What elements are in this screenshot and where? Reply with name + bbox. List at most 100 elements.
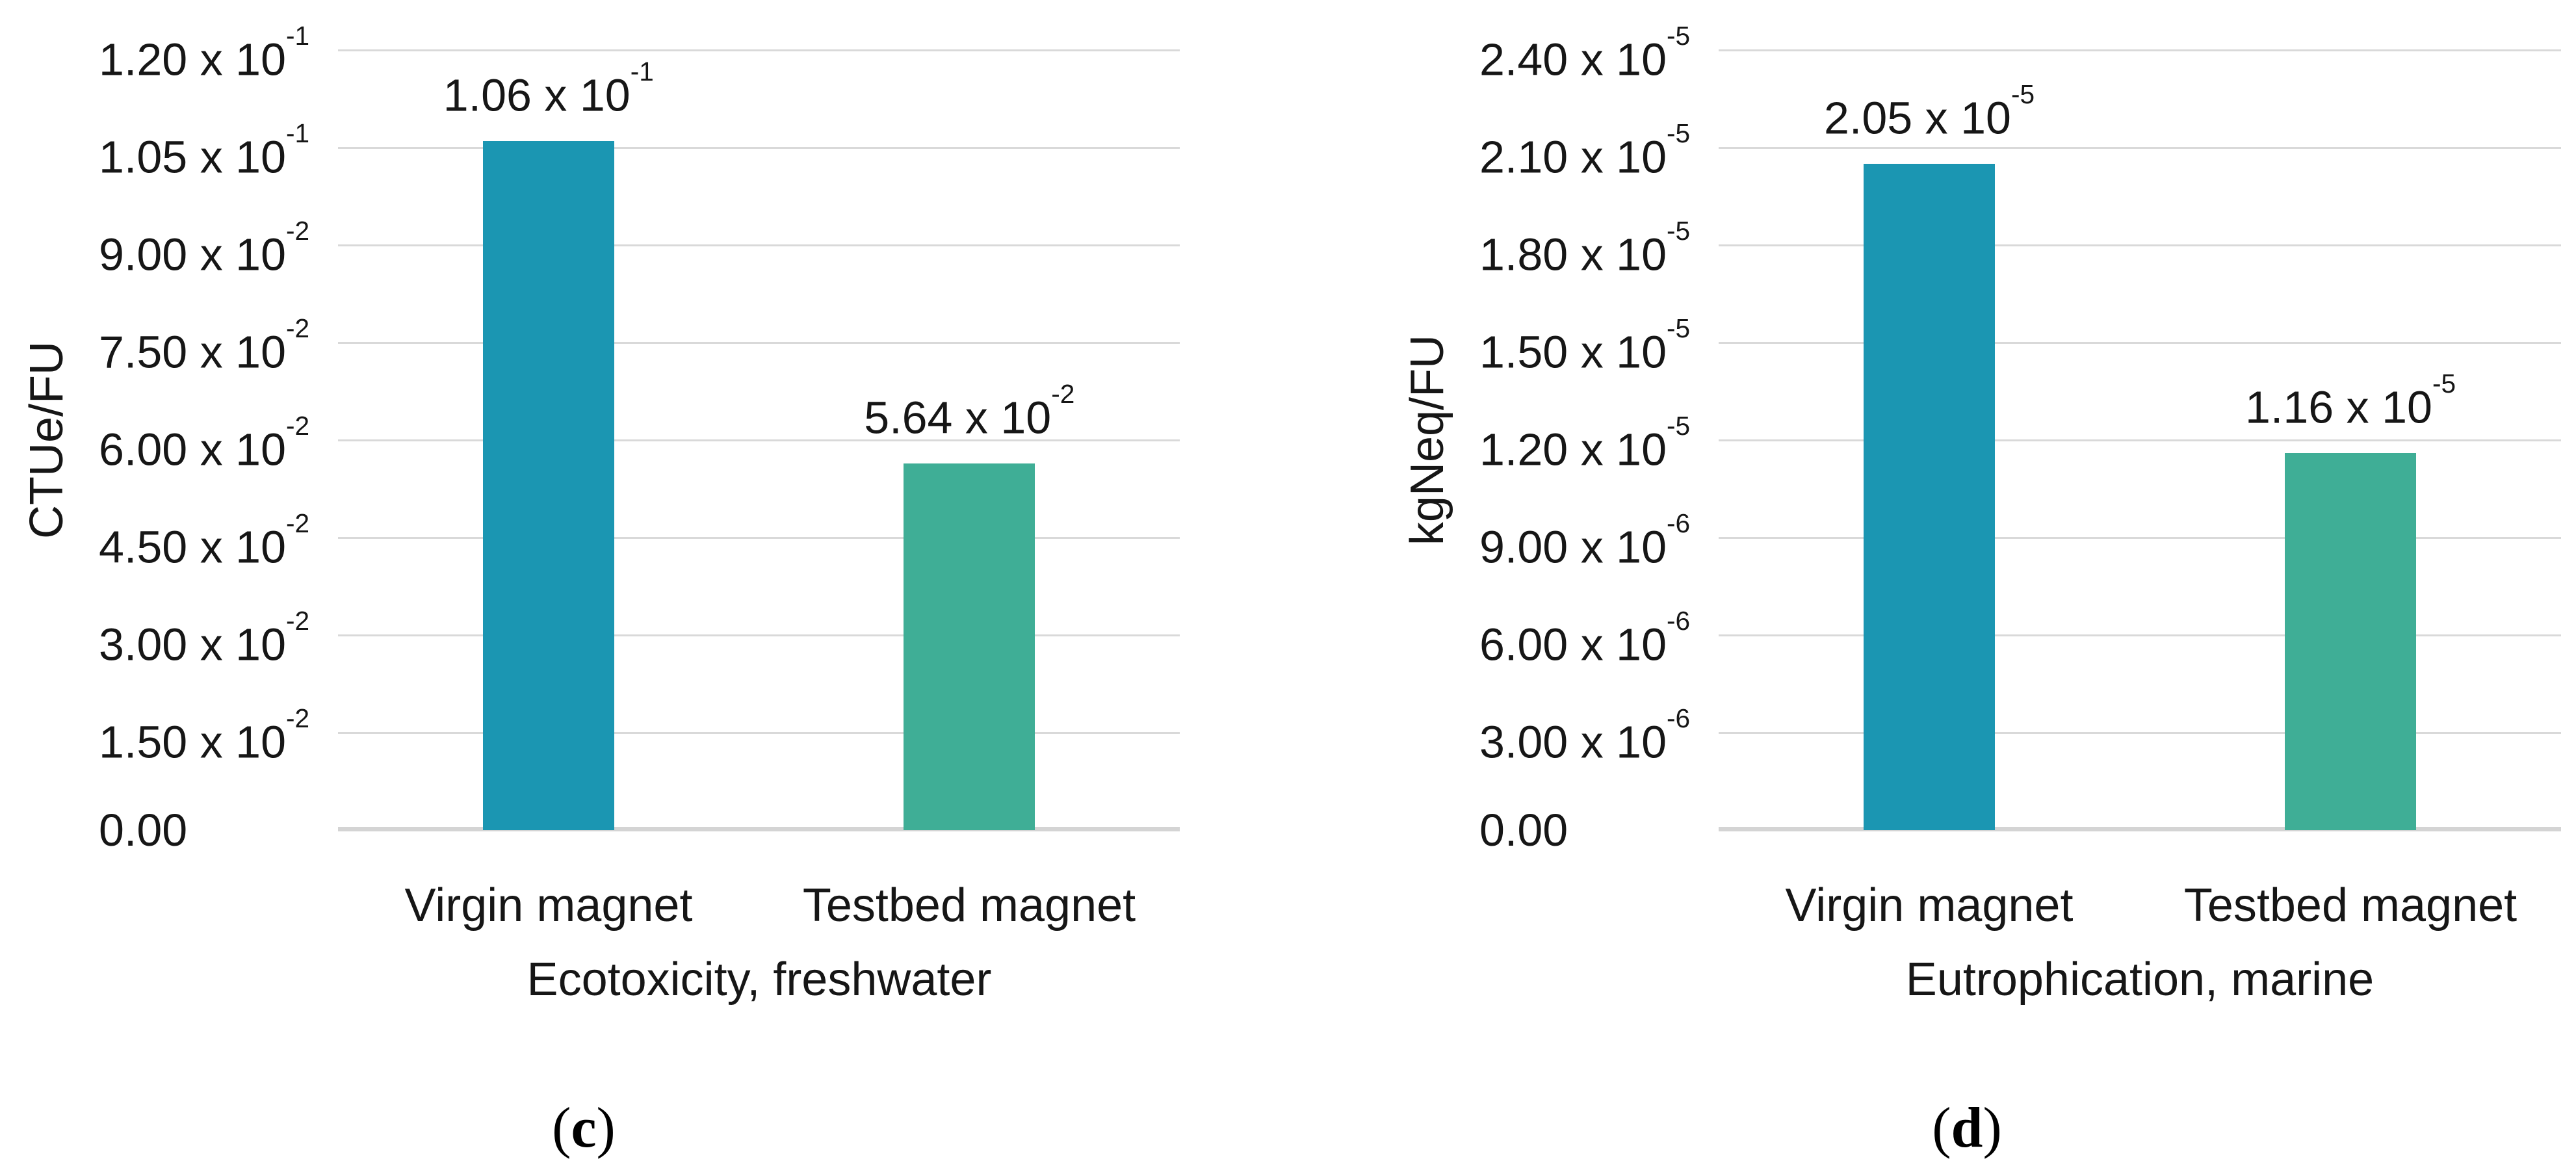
sci-notation-base: 6.00 x 10 bbox=[1479, 619, 1667, 670]
y-tick-label: 0.00 bbox=[99, 804, 333, 856]
y-axis-title: kgNeq/FU bbox=[1401, 334, 1453, 546]
bar-value-label: 1.16 x 10-5 bbox=[2155, 368, 2545, 433]
sci-notation-base: 1.16 x 10 bbox=[2244, 382, 2432, 433]
gridline bbox=[338, 731, 1180, 734]
sci-notation-exponent: -5 bbox=[2432, 368, 2456, 398]
gridline bbox=[1719, 731, 2561, 734]
x-axis-title: Eutrophication, marine bbox=[1905, 954, 2374, 1006]
y-tick-label: 7.50 x 10-2 bbox=[99, 313, 333, 378]
sci-notation-base: 9.00 x 10 bbox=[99, 229, 286, 280]
sci-notation-exponent: -2 bbox=[286, 508, 310, 538]
y-tick-label: 3.00 x 10-6 bbox=[1479, 703, 1713, 768]
caption-paren: ( bbox=[552, 1097, 571, 1160]
sci-notation-base: 1.80 x 10 bbox=[1479, 229, 1667, 280]
x-category-label: Testbed magnet bbox=[802, 879, 1136, 931]
sci-notation-base: 1.05 x 10 bbox=[99, 131, 286, 183]
y-tick-label: 1.50 x 10-2 bbox=[99, 703, 333, 768]
bar-value-label: 5.64 x 10-2 bbox=[774, 378, 1164, 443]
bar-testbed-magnet bbox=[904, 463, 1035, 830]
gridline bbox=[338, 341, 1180, 344]
x-category-label: Virgin magnet bbox=[404, 879, 693, 931]
sci-notation-exponent: -5 bbox=[1667, 410, 1691, 441]
x-category-label: Testbed magnet bbox=[2183, 879, 2517, 931]
gridline bbox=[1719, 439, 2561, 441]
bar-value-label: 1.06 x 10-1 bbox=[354, 56, 744, 121]
y-tick-label: 6.00 x 10-6 bbox=[1479, 605, 1713, 670]
plot-area: 1.20 x 10-1 1.05 x 10-1 9.00 x 10-2 7.50 x … bbox=[99, 21, 1180, 855]
sci-notation-base: 1.20 x 10 bbox=[1479, 424, 1667, 475]
caption-paren: ) bbox=[1983, 1097, 2002, 1160]
sci-notation-exponent: -2 bbox=[286, 410, 310, 441]
sci-notation-base: 0.00 bbox=[1479, 805, 1568, 855]
gridline bbox=[338, 146, 1180, 149]
gridline bbox=[1719, 244, 2561, 246]
sci-notation-exponent: -1 bbox=[630, 56, 654, 86]
sci-notation-exponent: -2 bbox=[286, 605, 310, 636]
sci-notation-exponent: -5 bbox=[1667, 215, 1691, 246]
y-tick-label: 0.00 bbox=[1479, 804, 1713, 856]
gridline bbox=[1719, 536, 2561, 539]
plot-area: 2.40 x 10-5 2.10 x 10-5 1.80 x 10-5 1.50 x … bbox=[1479, 21, 2561, 855]
sci-notation-exponent: -5 bbox=[1667, 118, 1691, 148]
sci-notation-base: 1.50 x 10 bbox=[1479, 326, 1667, 378]
sci-notation-base: 9.00 x 10 bbox=[1479, 521, 1667, 573]
y-tick-label: 1.20 x 10-5 bbox=[1479, 410, 1713, 475]
y-tick-label: 1.20 x 10-1 bbox=[99, 21, 333, 85]
sci-notation-exponent: -6 bbox=[1667, 605, 1691, 636]
sci-notation-base: 1.20 x 10 bbox=[99, 34, 286, 85]
sci-notation-base: 3.00 x 10 bbox=[99, 619, 286, 670]
y-tick-label: 2.10 x 10-5 bbox=[1479, 118, 1713, 183]
y-tick-label: 9.00 x 10-2 bbox=[99, 215, 333, 280]
y-axis-title: CTUe/FU bbox=[21, 341, 73, 539]
sci-notation-exponent: -6 bbox=[1667, 703, 1691, 733]
y-tick-label: 3.00 x 10-2 bbox=[99, 605, 333, 670]
sci-notation-base: 5.64 x 10 bbox=[864, 392, 1052, 443]
gridline bbox=[1719, 341, 2561, 344]
caption-letter: c bbox=[571, 1097, 597, 1160]
gridline bbox=[338, 634, 1180, 636]
sci-notation-exponent: -2 bbox=[286, 313, 310, 343]
gridline bbox=[1719, 49, 2561, 51]
sci-notation-base: 7.50 x 10 bbox=[99, 326, 286, 378]
gridline bbox=[338, 439, 1180, 441]
sci-notation-base: 1.06 x 10 bbox=[443, 70, 631, 121]
panel-caption: (d) bbox=[1772, 1096, 2162, 1161]
y-tick-label: 1.80 x 10-5 bbox=[1479, 215, 1713, 280]
panel-caption: (c) bbox=[389, 1096, 779, 1161]
x-category-label: Virgin magnet bbox=[1785, 879, 2074, 931]
y-tick-label: 4.50 x 10-2 bbox=[99, 508, 333, 573]
y-tick-label: 1.50 x 10-5 bbox=[1479, 313, 1713, 378]
bar-virgin-magnet bbox=[1864, 164, 1995, 830]
sci-notation-exponent: -5 bbox=[2010, 79, 2035, 109]
y-tick-label: 1.05 x 10-1 bbox=[99, 118, 333, 183]
sci-notation-exponent: -5 bbox=[1667, 20, 1691, 51]
sci-notation-base: 6.00 x 10 bbox=[99, 424, 286, 475]
y-tick-label: 2.40 x 10-5 bbox=[1479, 20, 1713, 85]
bar-testbed-magnet bbox=[2285, 453, 2416, 830]
x-axis-line bbox=[1719, 827, 2561, 831]
caption-letter: d bbox=[1951, 1097, 1983, 1160]
sci-notation-exponent: -6 bbox=[1667, 508, 1691, 538]
gridline bbox=[338, 49, 1180, 51]
bar-value-label: 2.05 x 10-5 bbox=[1734, 79, 2124, 144]
sci-notation-exponent: -5 bbox=[1667, 313, 1691, 343]
caption-paren: ) bbox=[596, 1097, 616, 1160]
gridline bbox=[1719, 634, 2561, 636]
sci-notation-exponent: -2 bbox=[286, 703, 310, 733]
sci-notation-base: 1.50 x 10 bbox=[99, 716, 286, 768]
sci-notation-exponent: -2 bbox=[1051, 378, 1075, 409]
gridline bbox=[338, 536, 1180, 539]
sci-notation-base: 2.10 x 10 bbox=[1479, 131, 1667, 183]
sci-notation-base: 4.50 x 10 bbox=[99, 521, 286, 573]
sci-notation-exponent: -1 bbox=[286, 118, 310, 148]
sci-notation-base: 2.40 x 10 bbox=[1479, 34, 1667, 85]
sci-notation-exponent: -2 bbox=[286, 215, 310, 246]
x-axis-title: Ecotoxicity, freshwater bbox=[527, 954, 992, 1006]
sci-notation-base: 2.05 x 10 bbox=[1823, 92, 2011, 144]
y-tick-label: 9.00 x 10-6 bbox=[1479, 508, 1713, 573]
sci-notation-base: 0.00 bbox=[99, 805, 188, 855]
sci-notation-base: 3.00 x 10 bbox=[1479, 716, 1667, 768]
gridline bbox=[338, 244, 1180, 246]
gridline bbox=[1719, 146, 2561, 149]
